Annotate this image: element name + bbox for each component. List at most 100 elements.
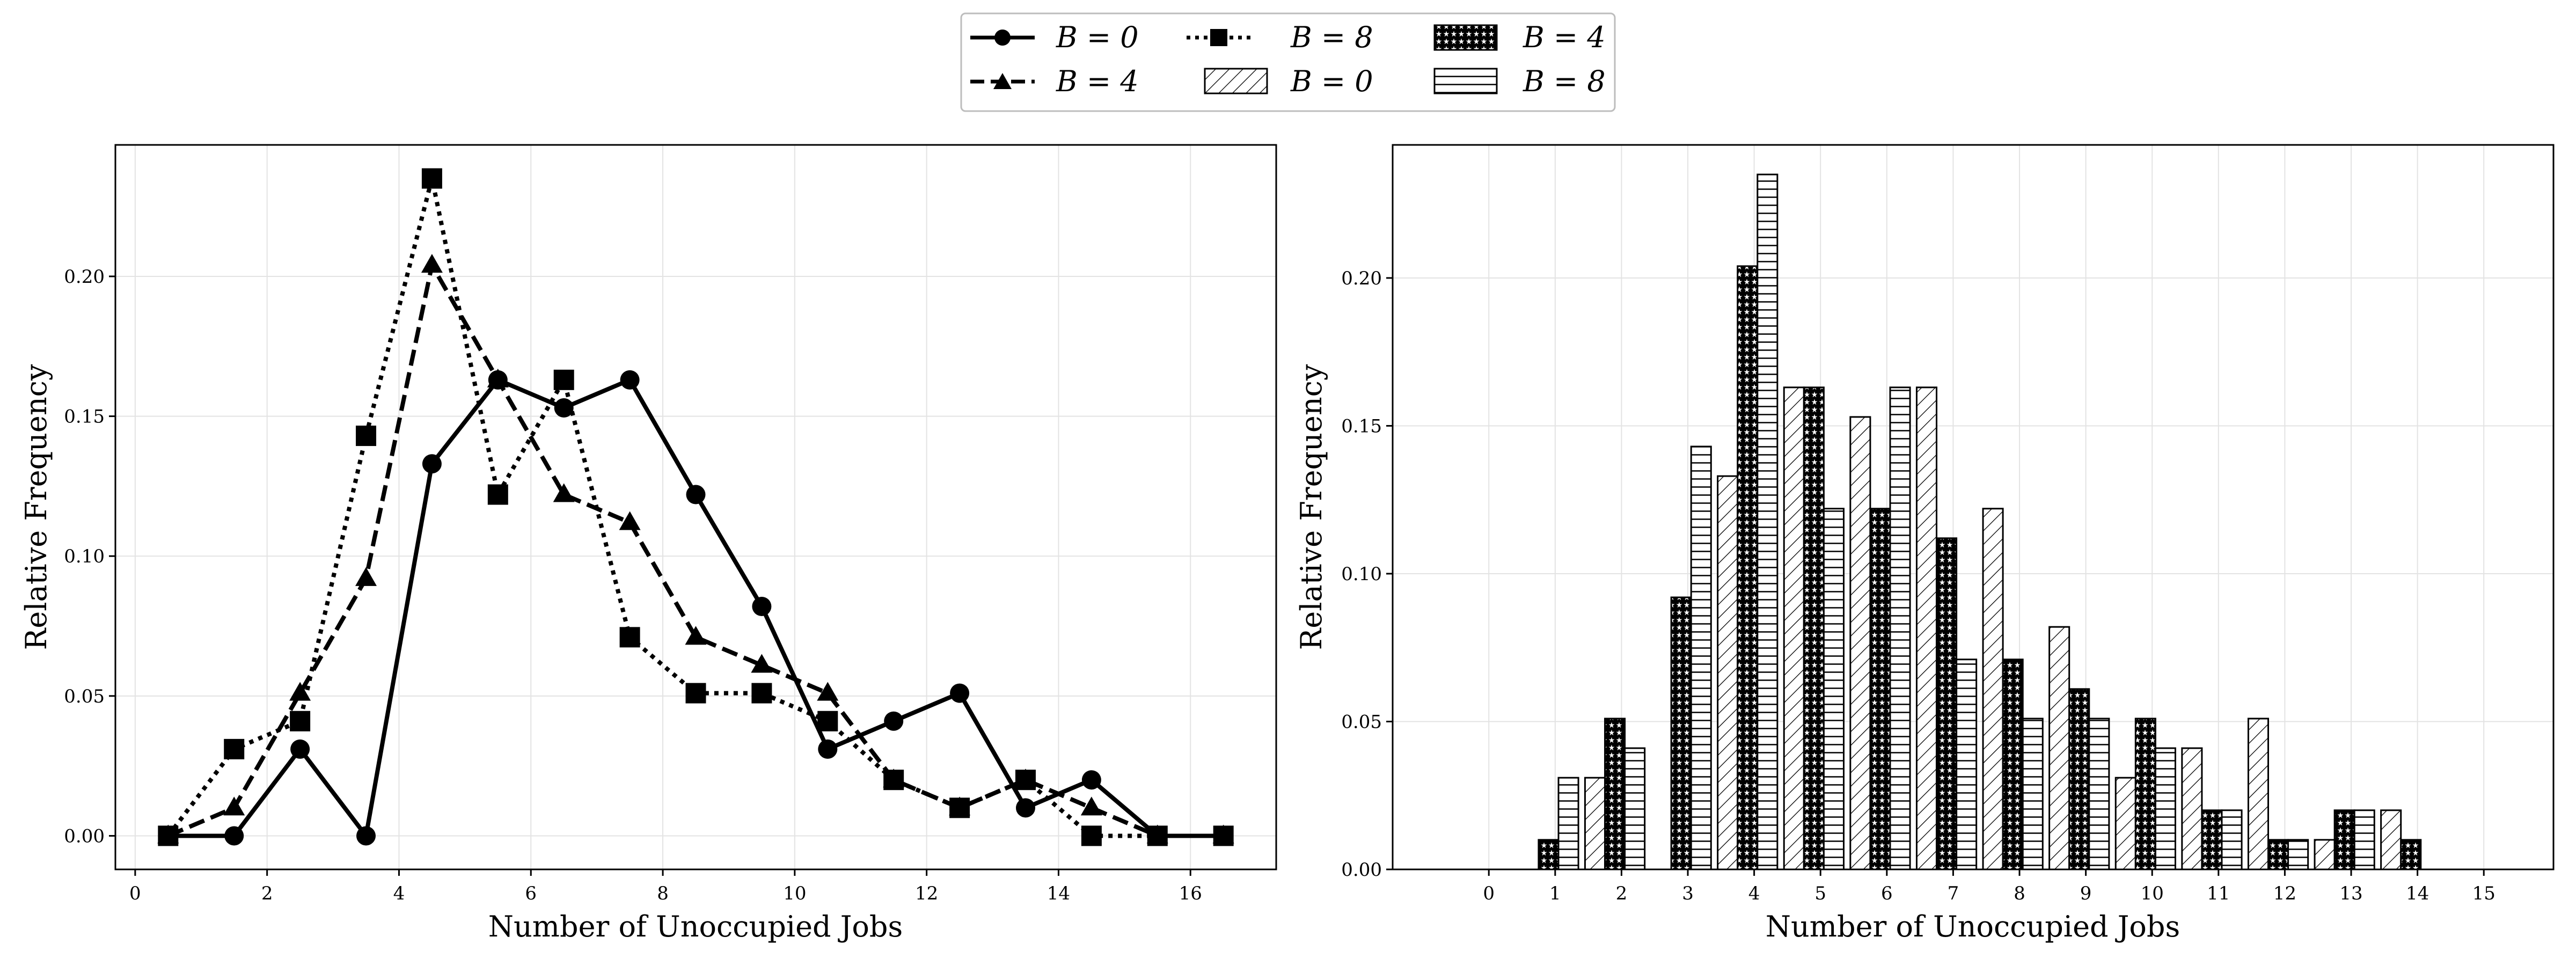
legend-label: B = 0 xyxy=(1290,64,1373,98)
x-tick-label: 1 xyxy=(1549,883,1561,904)
data-point-square xyxy=(1147,825,1168,846)
bar-chart-y-axis-label: Relative Frequency xyxy=(1294,364,1328,650)
data-point-triangle xyxy=(685,626,707,645)
bar xyxy=(1584,777,1606,870)
bar xyxy=(1956,658,1978,870)
bar xyxy=(1670,596,1692,870)
series-b0 xyxy=(158,370,1233,846)
bar xyxy=(1757,173,1779,870)
series-b8-bars xyxy=(1557,173,2375,870)
bar xyxy=(2247,718,2270,870)
bar xyxy=(2134,718,2156,870)
x-tick-label: 2 xyxy=(1616,883,1628,904)
legend: B = 0 B = 4 B = 8 B = 0 B = 4 B = 8 xyxy=(960,12,1616,112)
legend-entry-line-b4: B = 4 xyxy=(970,64,1139,98)
bar xyxy=(2002,658,2024,870)
x-tick-label: 8 xyxy=(657,883,669,904)
data-point-circle xyxy=(224,826,244,846)
data-point-circle xyxy=(620,370,640,390)
bar xyxy=(1557,777,1579,870)
x-tick-label: 14 xyxy=(2406,883,2429,904)
bar xyxy=(2022,718,2044,870)
bar xyxy=(1737,265,1759,870)
legend-label: B = 8 xyxy=(1523,64,1606,98)
data-point-square xyxy=(553,369,574,390)
bar-chart-bars xyxy=(1538,173,2422,870)
legend-entry-bar-b0: B = 0 xyxy=(1204,64,1373,98)
legend-marker-circle xyxy=(994,30,1011,46)
y-tick-label: 0.20 xyxy=(1341,268,1382,289)
y-tick-label: 0.05 xyxy=(64,686,105,707)
data-point-triangle xyxy=(223,796,245,816)
line-chart: 0 2 4 6 8 10 12 14 16 0.00 0.05 0.10 0.15 0.20 Number… xyxy=(19,144,1277,943)
bar xyxy=(2048,626,2070,870)
bar xyxy=(2353,809,2375,870)
data-point-triangle xyxy=(553,483,575,502)
bar xyxy=(2333,809,2355,870)
legend-swatch-stars xyxy=(1433,24,1498,51)
data-point-triangle xyxy=(1080,796,1102,816)
legend-marker-triangle xyxy=(993,73,1012,89)
x-tick-label: 14 xyxy=(1047,883,1070,904)
data-point-circle xyxy=(422,454,442,474)
bar xyxy=(2068,688,2090,870)
bar xyxy=(1690,445,1712,870)
bar-chart-ticks: 0 1 2 3 4 5 6 7 8 9 10 11 12 13 14 150.000.050.100.150.… xyxy=(1341,268,2496,904)
data-point-triangle xyxy=(355,567,377,586)
bar xyxy=(1803,386,1825,870)
x-tick-label: 15 xyxy=(2472,883,2496,904)
line-chart-x-axis-label: Number of Unoccupied Jobs xyxy=(488,910,903,943)
data-point-circle xyxy=(686,485,706,504)
data-point-square xyxy=(949,797,970,818)
y-tick-label: 0.20 xyxy=(64,266,105,288)
data-point-circle xyxy=(1015,798,1035,818)
x-tick-label: 11 xyxy=(2207,883,2230,904)
bar xyxy=(1849,416,1871,870)
y-tick-label: 0.10 xyxy=(1341,564,1382,585)
legend-label: B = 0 xyxy=(1056,20,1139,54)
bar xyxy=(1869,508,1891,870)
y-tick-label: 0.15 xyxy=(1341,415,1382,437)
legend-label: B = 4 xyxy=(1523,20,1606,54)
x-tick-label: 5 xyxy=(1814,883,1826,904)
series-line xyxy=(168,377,1224,838)
bar xyxy=(1889,386,1911,870)
y-tick-label: 0.00 xyxy=(64,825,105,847)
legend-entry-line-b0: B = 0 xyxy=(970,20,1139,54)
bar-chart: 0 1 2 3 4 5 6 7 8 9 10 11 12 13 14 150.000.050.100.150.… xyxy=(1294,144,2555,943)
x-tick-label: 10 xyxy=(2141,883,2164,904)
line-chart-series xyxy=(157,168,1234,846)
data-point-square xyxy=(817,711,838,731)
bar-chart-frame xyxy=(1392,144,2555,870)
bar xyxy=(2221,809,2243,870)
bar xyxy=(2380,809,2402,870)
bar xyxy=(1982,508,2004,870)
bar xyxy=(2287,839,2309,870)
line-chart-y-axis-label: Relative Frequency xyxy=(19,364,53,650)
bar xyxy=(2314,839,2336,870)
line-chart-ticks: 0 2 4 6 8 10 12 14 16 0.00 0.05 0.10 0.15 0.20 xyxy=(64,266,1202,904)
y-tick-label: 0.00 xyxy=(1341,859,1382,881)
x-tick-label: 4 xyxy=(393,883,405,904)
data-point-triangle xyxy=(751,654,773,673)
x-tick-label: 10 xyxy=(783,883,806,904)
y-tick-label: 0.15 xyxy=(64,406,105,428)
y-tick-label: 0.05 xyxy=(1341,711,1382,733)
legend-label: B = 4 xyxy=(1056,64,1139,98)
bar xyxy=(2088,718,2110,870)
x-tick-label: 9 xyxy=(2080,883,2092,904)
data-point-square xyxy=(685,683,706,704)
data-point-circle xyxy=(290,739,310,759)
data-point-square xyxy=(290,711,311,731)
series-b4-bars xyxy=(1538,265,2422,870)
data-point-circle xyxy=(818,739,838,759)
x-tick-label: 12 xyxy=(915,883,938,904)
data-point-square xyxy=(1015,770,1036,791)
legend-label: B = 8 xyxy=(1290,20,1373,54)
legend-entry-bar-b8: B = 8 xyxy=(1433,64,1606,98)
bar xyxy=(2154,747,2176,870)
data-point-circle xyxy=(356,826,376,846)
data-point-circle xyxy=(752,597,772,617)
data-point-triangle xyxy=(619,511,641,530)
